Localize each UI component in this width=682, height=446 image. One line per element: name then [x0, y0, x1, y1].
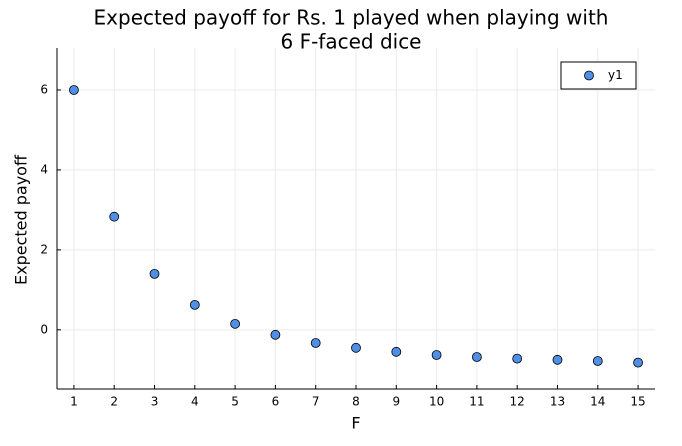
data-point [351, 342, 361, 353]
legend-marker [584, 70, 594, 81]
x-tick-label: 14 [590, 395, 605, 409]
chart-title: Expected payoff for Rs. 1 played when pl… [94, 6, 609, 30]
x-tick-label: 13 [550, 395, 565, 409]
y-tick-label: 6 [40, 82, 48, 96]
y-tick-label: 2 [40, 242, 48, 256]
legend-box [560, 61, 637, 90]
x-tick-label: 6 [272, 395, 280, 409]
data-point [431, 350, 442, 360]
x-tick-label: 2 [110, 395, 118, 409]
data-point [69, 85, 79, 95]
data-point [471, 352, 482, 362]
x-axis-label: F [351, 414, 360, 433]
data-point [391, 346, 402, 357]
y-tick-label: 0 [40, 322, 48, 336]
legend-label: y1 [608, 68, 623, 82]
data-point [109, 211, 120, 222]
y-tick-label: 4 [40, 162, 48, 176]
x-tick-label: 12 [510, 395, 525, 409]
x-tick-label: 15 [630, 395, 645, 409]
x-tick-label: 3 [151, 395, 159, 409]
data-point [512, 353, 523, 364]
x-tick-label: 4 [191, 395, 199, 409]
x-tick-label: 9 [392, 395, 400, 409]
x-tick-label: 8 [352, 395, 360, 409]
x-tick-label: 11 [469, 395, 484, 409]
data-point [552, 354, 563, 365]
data-point [230, 318, 241, 329]
data-point [592, 356, 603, 366]
data-point [310, 338, 321, 348]
x-tick-label: 10 [429, 395, 444, 409]
x-tick-label: 5 [231, 395, 239, 409]
chart-title: 6 F-faced dice [280, 30, 421, 54]
data-point [149, 268, 160, 279]
x-tick-label: 1 [70, 395, 78, 409]
data-point [270, 329, 281, 340]
y-axis-label: Expected payoff [12, 154, 31, 285]
data-point [633, 357, 643, 368]
x-tick-label: 7 [312, 395, 320, 409]
data-point [189, 299, 200, 310]
